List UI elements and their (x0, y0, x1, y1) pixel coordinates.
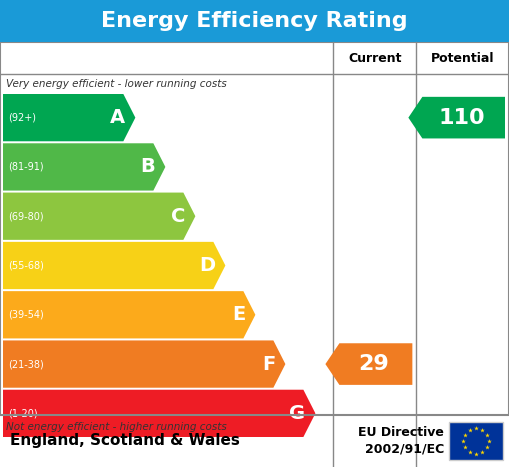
Polygon shape (3, 390, 316, 437)
Bar (0, 0, 509, 42)
Text: G: G (289, 404, 305, 423)
Text: D: D (199, 256, 215, 275)
Text: (55-68): (55-68) (8, 261, 44, 270)
Polygon shape (3, 242, 225, 289)
Text: A: A (110, 108, 125, 127)
Polygon shape (3, 192, 195, 240)
Text: B: B (140, 157, 155, 177)
Text: E: E (232, 305, 245, 324)
Polygon shape (3, 143, 165, 191)
Text: Not energy efficient - higher running costs: Not energy efficient - higher running co… (6, 422, 227, 432)
Text: Potential: Potential (431, 52, 494, 65)
Text: Current: Current (348, 52, 402, 65)
Text: EU Directive: EU Directive (358, 426, 444, 439)
Bar (0, 415, 509, 467)
Text: England, Scotland & Wales: England, Scotland & Wales (10, 433, 240, 448)
Bar (449, 422, 503, 460)
Polygon shape (3, 340, 286, 388)
Text: (69-80): (69-80) (8, 211, 44, 221)
Text: (1-20): (1-20) (8, 408, 38, 418)
Text: 110: 110 (438, 107, 485, 127)
Text: Very energy efficient - lower running costs: Very energy efficient - lower running co… (6, 79, 227, 89)
Polygon shape (3, 94, 135, 142)
Polygon shape (325, 343, 412, 385)
Text: (39-54): (39-54) (8, 310, 44, 320)
Text: F: F (262, 354, 275, 374)
Text: 2002/91/EC: 2002/91/EC (365, 443, 444, 455)
Text: 29: 29 (358, 354, 389, 374)
Text: Energy Efficiency Rating: Energy Efficiency Rating (101, 11, 408, 31)
Text: (92+): (92+) (8, 113, 36, 123)
Text: (21-38): (21-38) (8, 359, 44, 369)
Text: C: C (171, 207, 185, 226)
Polygon shape (408, 97, 505, 138)
Text: (81-91): (81-91) (8, 162, 44, 172)
Polygon shape (3, 291, 256, 339)
